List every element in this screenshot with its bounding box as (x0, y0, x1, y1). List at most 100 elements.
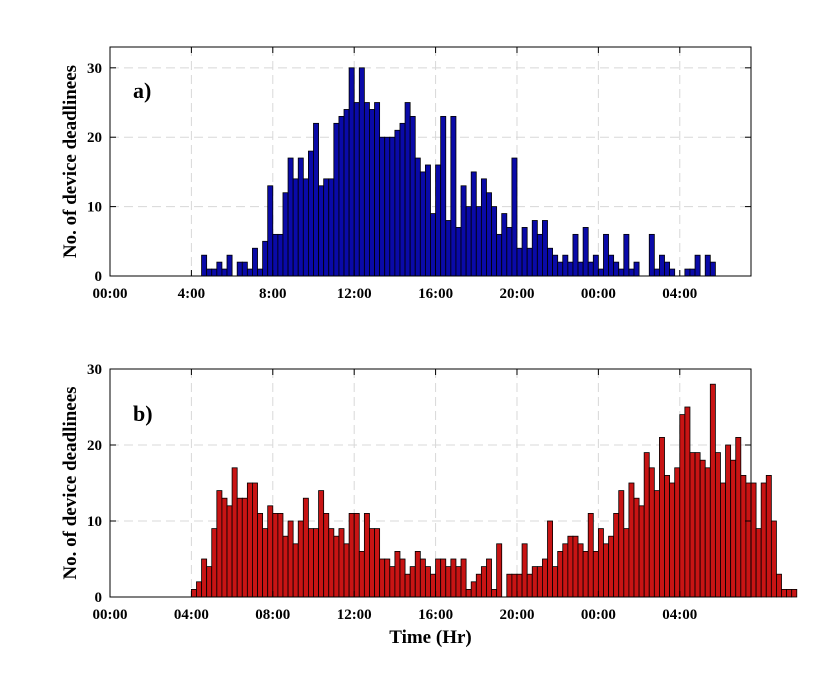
panel-a-x-tick-label-1: 4:00 (178, 286, 206, 302)
panel-b-bar-115 (776, 573, 782, 598)
panel-b-bar-43 (409, 566, 416, 598)
panel-b-bar-82 (608, 535, 615, 598)
panel-a-bar-10 (252, 247, 258, 277)
panel-a-bar-42 (414, 157, 421, 277)
panel-a-bar-89 (653, 268, 660, 277)
panel-b-bar-34 (363, 513, 370, 598)
panel-b-x-ticks: 00:00 04:00 08:00 12:00 16:00 20:00 00:00 04:00 (93, 369, 697, 623)
panel-b-bar-15 (267, 505, 274, 598)
panel-a-bar-26 (333, 122, 340, 277)
panel-a-bar-5 (226, 254, 233, 277)
panel-a-bar-88 (648, 233, 655, 277)
panel-a-bar-54 (475, 206, 482, 277)
panel-b-bar-25 (318, 490, 325, 598)
panel-a-bar-63 (521, 227, 528, 277)
panel-a-y-ticks: 0 10 20 30 (87, 61, 751, 285)
panel-b-y-axis-label: No. of device deadlinees (60, 386, 81, 579)
panel-b-bar-30 (343, 543, 350, 598)
panel-a-bar-22 (313, 122, 319, 277)
panel-b-bar-49 (440, 558, 447, 598)
panel-b-bar-91 (653, 490, 660, 598)
panel-a-bar-83 (623, 233, 630, 277)
panel-b-bar-79 (592, 551, 599, 598)
panel-a-bar-21 (308, 150, 314, 277)
panel-a-bar-15 (277, 233, 284, 277)
panel-a-bar-9 (246, 268, 253, 277)
panel-b-bar-99 (694, 452, 701, 598)
panel-b-bar-45 (419, 558, 426, 598)
panel-b-bar-29 (338, 528, 345, 598)
panel-a-bar-64 (526, 247, 533, 277)
panel-a-y-tick-label-3: 30 (87, 61, 102, 77)
panel-a-bar-76 (587, 261, 594, 277)
panel-a-bar-80 (608, 254, 615, 277)
panel-a-bar-95 (684, 268, 691, 277)
panel-b-bar-4 (211, 528, 218, 598)
panel-b-bar-47 (430, 573, 436, 598)
panel-a-bar-14 (272, 233, 279, 277)
panel-a-bar-25 (328, 178, 335, 277)
panel-a-bar-85 (633, 261, 640, 277)
panel-a-bar-55 (480, 178, 487, 277)
panel-b-bar-102 (709, 383, 716, 598)
panel-b-bar-67 (531, 566, 538, 598)
panel-b-bar-50 (445, 566, 452, 598)
panel-a-bar-1 (206, 268, 213, 277)
panel-b-bar-22 (302, 497, 309, 598)
panel-b-y-tick-label-3: 30 (87, 362, 102, 378)
panel-a-bar-71 (562, 254, 569, 277)
panel-a-bar-29 (348, 67, 355, 277)
panel-b-y-tick-label-2: 20 (87, 438, 102, 454)
panel-a-bar-78 (597, 268, 604, 277)
panel-b-bar-8 (231, 467, 238, 598)
panel-b-bar-64 (516, 573, 523, 598)
panel-b-bar-97 (684, 406, 691, 598)
panel-b-bar-42 (404, 573, 411, 598)
panel-a-bar-34 (374, 102, 381, 277)
panel-b-bar-9 (236, 497, 243, 598)
panel-b-x-tick-label-1: 04:00 (174, 607, 209, 623)
panel-a-bar-7 (236, 261, 243, 277)
panel-a-bar-24 (323, 178, 330, 277)
panel-a-bar-33 (369, 109, 375, 277)
panel-b-x-tick-label-7: 04:00 (662, 607, 697, 623)
panel-a-bar-79 (603, 233, 609, 277)
panel-b-bar-83 (613, 513, 620, 598)
panel-a-bar-46 (435, 164, 442, 277)
panel-a-bar-61 (511, 157, 518, 277)
panel-a-bar-77 (592, 254, 599, 277)
panel-b-bar-23 (308, 528, 314, 598)
panel-b-bar-70 (547, 520, 553, 598)
panel-b-bar-21 (297, 520, 304, 598)
panel-b-bar-73 (562, 543, 569, 598)
panel-b-bar-27 (328, 528, 335, 598)
panel-a-bar-17 (287, 157, 294, 277)
panel-a-bar-99 (704, 254, 711, 277)
panel-a-y-axis-label: No. of device deadlinees (60, 65, 81, 258)
panel-b-bar-59 (491, 589, 498, 598)
panel-b-bar-106 (730, 459, 737, 598)
panel-b-bar-65 (521, 543, 528, 598)
panel-b-bar-55 (470, 581, 477, 598)
panel-b-bar-33 (358, 551, 365, 598)
panel-b-bar-101 (704, 467, 711, 598)
panel-b-bar-98 (689, 452, 696, 598)
panel-a-bar-37 (389, 136, 396, 277)
panel-b-bar-0 (190, 589, 197, 598)
panel-b-bar-2 (201, 558, 208, 598)
panel-a-x-tick-label-3: 12:00 (337, 286, 372, 302)
panel-a-bar-19 (297, 157, 304, 277)
panel-a-bar-44 (425, 164, 431, 277)
panel-b-bar-17 (277, 513, 284, 598)
panel-b-bar-56 (475, 573, 482, 598)
panel-b-bar-66 (526, 573, 533, 598)
panel-a-bar-11 (257, 268, 264, 277)
panel-a-bar-2 (211, 268, 218, 277)
panel-b-bar-37 (379, 558, 386, 598)
panel-a-y-tick-label-1: 10 (87, 200, 102, 216)
panel-b-bar-74 (567, 535, 574, 598)
panel-a-bar-50 (455, 227, 462, 277)
panel-b-bar-75 (572, 535, 579, 598)
panel-b-bar-1 (196, 581, 202, 598)
